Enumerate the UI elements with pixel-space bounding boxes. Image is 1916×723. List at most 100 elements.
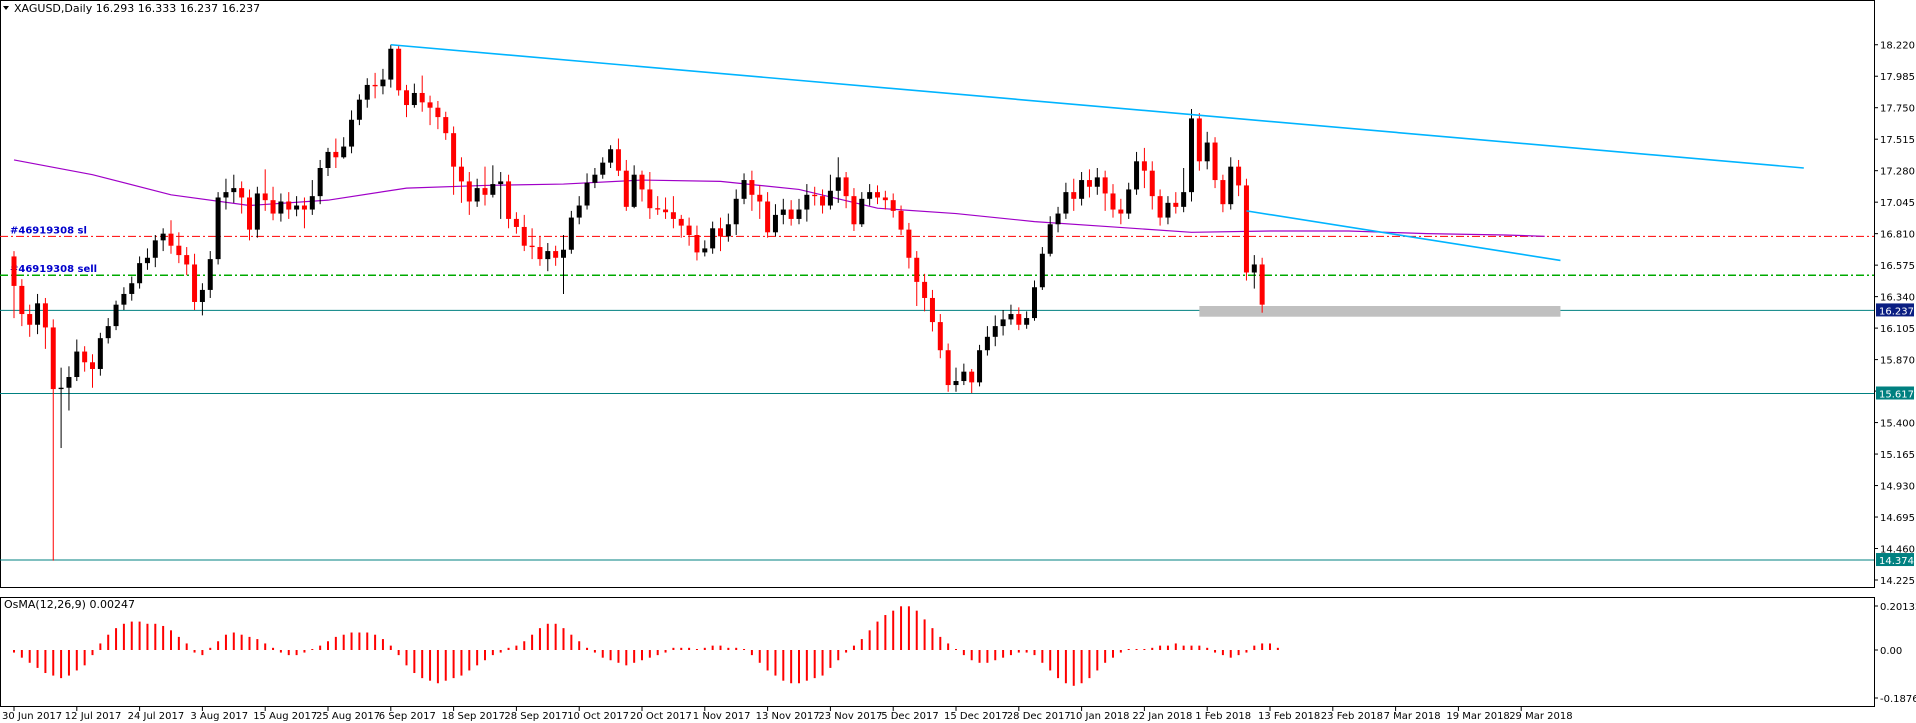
candle-body	[1016, 314, 1022, 325]
candle	[678, 214, 684, 238]
candle	[27, 304, 33, 337]
candle	[105, 318, 111, 344]
candle	[639, 170, 645, 202]
candle	[521, 214, 527, 252]
candle-body	[482, 188, 488, 195]
candle	[513, 212, 519, 234]
candle-body	[757, 194, 763, 202]
candle-body	[922, 281, 928, 298]
candle	[788, 200, 794, 226]
price-label-box	[1876, 553, 1914, 567]
candle-body	[66, 377, 72, 388]
candle	[317, 159, 323, 205]
candle-body	[725, 224, 731, 237]
candle-body	[537, 247, 543, 260]
candle	[396, 46, 402, 96]
price-tick-label: 17.280	[1880, 167, 1915, 178]
candle-body	[443, 117, 449, 134]
candle-body	[647, 189, 653, 209]
candle-body	[1141, 161, 1147, 171]
candle-body	[772, 214, 778, 233]
date-tick-label: 13 Feb 2018	[1258, 711, 1320, 722]
indicator-panel-border	[0, 597, 1875, 707]
candle-body	[1243, 185, 1249, 273]
candle-body	[545, 251, 551, 260]
candle-body	[906, 229, 912, 258]
symbol-label: XAGUSD,Daily 16.293 16.333 16.237 16.237	[14, 2, 260, 15]
candle	[945, 343, 951, 392]
candle-body	[529, 245, 535, 248]
candle	[1016, 307, 1022, 331]
candle	[1063, 182, 1069, 219]
candle-body	[35, 303, 41, 325]
candle	[372, 72, 378, 99]
candle	[843, 172, 849, 209]
candle	[1165, 196, 1171, 225]
candle-body	[1032, 287, 1037, 319]
candle-body	[1212, 142, 1218, 181]
date-tick-label: 23 Feb 2018	[1321, 711, 1383, 722]
candle	[1039, 247, 1045, 290]
candle	[1236, 159, 1242, 197]
candle	[1189, 109, 1194, 202]
candle-body	[309, 196, 315, 210]
candle-body	[404, 90, 409, 106]
date-tick-label: 30 Jun 2017	[2, 711, 62, 722]
candle-body	[27, 314, 33, 325]
candle	[749, 170, 755, 211]
candle-body	[702, 248, 708, 253]
candle-body	[835, 177, 841, 191]
candle-body	[851, 196, 857, 225]
candle	[309, 180, 315, 215]
trendlines	[390, 43, 1804, 262]
candle	[184, 247, 190, 276]
price-tick-label: 17.750	[1880, 104, 1915, 115]
candle-body	[1063, 192, 1069, 214]
candle-body	[992, 326, 998, 337]
candle-body	[184, 255, 190, 265]
candle	[168, 220, 174, 254]
candle-body	[678, 218, 684, 226]
candle-body	[364, 84, 370, 100]
candle	[498, 172, 504, 219]
candle	[341, 137, 347, 159]
candle-body	[97, 338, 103, 369]
candle	[1196, 113, 1202, 171]
candle-body	[977, 350, 983, 383]
candle-body	[663, 209, 669, 213]
candle-body	[788, 209, 794, 219]
osma-tick-label: 0.00	[1880, 646, 1902, 657]
candle-body	[239, 188, 245, 198]
candle-body	[1047, 224, 1053, 254]
price-tick-label: 17.515	[1880, 135, 1915, 146]
candle	[325, 147, 331, 177]
moving-average	[13, 159, 1545, 237]
candle	[121, 287, 127, 311]
candle-body	[278, 201, 284, 214]
candle-body	[1000, 319, 1006, 327]
candle-body	[521, 226, 527, 246]
candle	[278, 193, 284, 222]
candle	[1024, 311, 1030, 329]
candle	[1212, 137, 1218, 189]
candle-body	[372, 84, 378, 87]
candle-body	[796, 209, 802, 219]
collapse-arrow-icon[interactable]	[3, 6, 9, 10]
candle	[411, 83, 417, 108]
candle-body	[961, 371, 967, 382]
candle-body	[513, 218, 519, 227]
support-zone-rect	[1199, 306, 1561, 317]
candle-body	[694, 234, 700, 253]
candle-body	[451, 133, 457, 167]
candle-body	[427, 102, 433, 108]
candle-body	[168, 233, 174, 246]
date-tick-label: 24 Jul 2017	[128, 711, 185, 722]
candle-body	[1251, 264, 1257, 273]
candle-body	[1196, 118, 1202, 162]
osma-histogram	[13, 606, 1279, 686]
candle	[435, 101, 441, 130]
candle-body	[710, 228, 716, 249]
candle-body	[568, 217, 574, 250]
date-tick-label: 1 Nov 2017	[693, 711, 751, 722]
candle-body	[953, 381, 959, 386]
